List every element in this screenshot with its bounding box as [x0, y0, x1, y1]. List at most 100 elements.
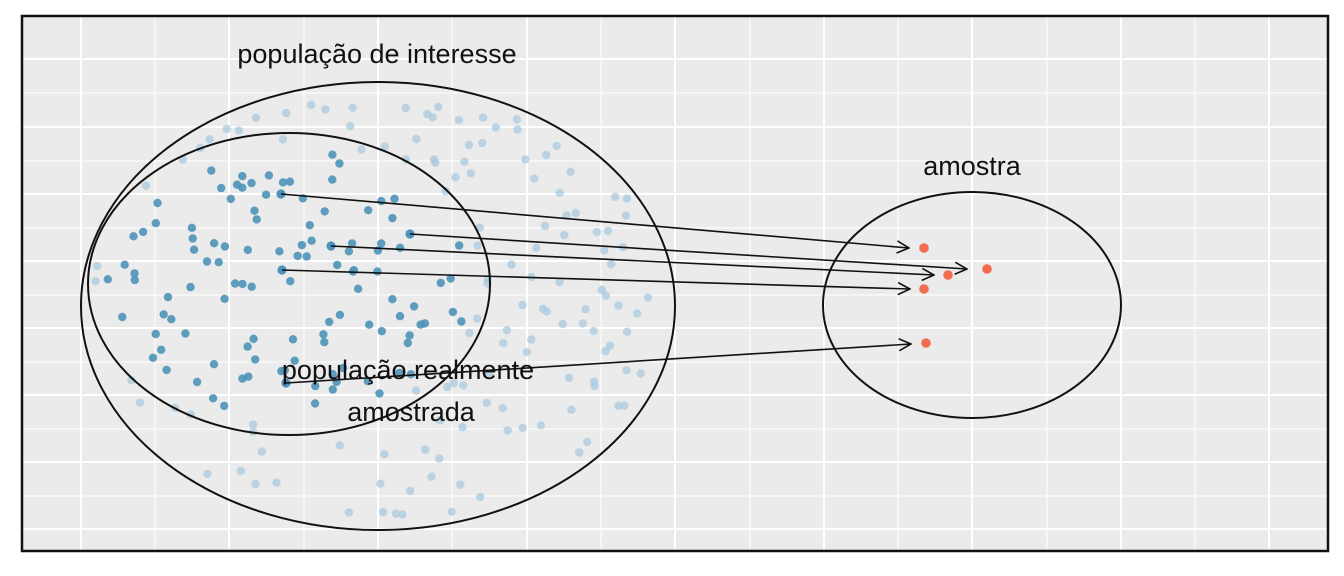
sampled-population-point [377, 196, 386, 206]
unsampled-population-point [589, 326, 598, 336]
unsampled-population-point [454, 115, 464, 125]
sampled-population-point [388, 295, 397, 304]
unsampled-population-point [601, 291, 610, 300]
unsampled-population-point [459, 381, 468, 390]
unsampled-population-point [575, 448, 584, 457]
unsampled-population-point [431, 158, 440, 167]
unsampled-population-point [643, 293, 653, 302]
unsampled-population-point [473, 241, 482, 250]
sampled-population-point [148, 353, 158, 362]
unsampled-population-point [530, 174, 539, 183]
sampled-population-point [118, 312, 127, 322]
unsampled-population-point [527, 335, 536, 344]
sampled-population-point [187, 223, 197, 232]
sampled-population-point [403, 338, 412, 348]
unsampled-population-point [321, 105, 330, 114]
unsampled-population-point [621, 211, 631, 220]
sampled-population-point [192, 377, 202, 387]
unsampled-population-point [456, 480, 465, 489]
sampled-population-point [288, 335, 298, 344]
sampled-population-point [220, 242, 230, 251]
unsampled-population-point [532, 243, 541, 252]
sampled-population-point [159, 310, 168, 319]
sampling-arrow [285, 344, 911, 384]
unsampled-population-point [476, 492, 485, 502]
panel-border [20, 14, 1330, 553]
unsampled-population-point [498, 404, 507, 413]
unsampled-population-point [603, 226, 613, 236]
unsampled-population-point [411, 386, 421, 395]
unsampled-population-point [482, 398, 491, 408]
sampled-population-point [249, 334, 258, 343]
unsampled-population-point [473, 314, 482, 323]
unsampled-population-point [475, 223, 484, 232]
unsampled-population-point [583, 437, 592, 447]
sampled-population-point [344, 247, 354, 256]
unsampled-population-point [485, 370, 494, 379]
sampled-population-point [280, 366, 289, 375]
unsampled-population-point [571, 208, 580, 218]
sampled-population-point [208, 394, 218, 403]
unsampled-population-point [502, 326, 512, 335]
unsampled-population-point [464, 140, 474, 150]
unsampled-population-point [578, 319, 587, 328]
sampled-population-point [153, 198, 162, 208]
sample-ellipse [822, 191, 1122, 419]
unsampled-population-point [491, 123, 501, 132]
sampled-population-point [278, 178, 288, 187]
unsampled-population-point [499, 339, 508, 348]
sampled-population-point [328, 175, 337, 184]
sampled-population-point [247, 282, 256, 291]
sampled-population-point [328, 385, 337, 394]
sampled-population-point [214, 258, 223, 267]
sampled-population-point [138, 227, 148, 237]
unsampled-population-point [282, 108, 291, 118]
unsampled-population-point [91, 277, 100, 286]
unsampled-population-point [614, 401, 623, 410]
sample-point [921, 338, 931, 348]
sampled-population-point [328, 150, 337, 159]
sampled-population-point [217, 183, 226, 193]
sampled-population-point [446, 274, 455, 283]
sampled-population-point [333, 260, 342, 270]
sampled-population-point [238, 171, 247, 181]
sampled-population-point [252, 215, 261, 224]
unsampled-population-point [401, 103, 410, 113]
sampled-population-point [220, 294, 229, 303]
sampled-population-point [290, 356, 299, 365]
unsampled-population-point [540, 221, 550, 231]
sample-point [919, 284, 929, 294]
unsampled-population-point [605, 341, 615, 350]
unsampled-population-point [423, 109, 432, 119]
unsampled-population-point [589, 377, 599, 386]
sampling-arrow [281, 269, 910, 289]
unsampled-population-point [622, 327, 632, 336]
sampled-population-point [232, 180, 242, 189]
sampled-population-point [275, 247, 284, 256]
sampled-population-point [365, 320, 374, 329]
unsampled-population-point [205, 135, 214, 144]
sampled-population-point [409, 302, 419, 311]
unsampled-population-point [512, 115, 522, 124]
unsampled-population-point [542, 307, 551, 316]
unsampled-population-point [522, 347, 531, 357]
unsampled-population-point [346, 121, 355, 131]
sampled-population-point [297, 240, 307, 250]
unsampled-population-point [335, 441, 344, 450]
unsampled-population-point [592, 227, 601, 237]
unsampled-population-point [542, 150, 551, 160]
sampled-population-point [455, 241, 464, 250]
unsampled-population-point [398, 510, 407, 519]
sampled-population-point [319, 330, 328, 339]
unsampled-population-point [412, 134, 421, 144]
unsampled-population-point [127, 376, 136, 385]
unsampled-population-point [222, 124, 231, 134]
unsampled-population-point [443, 382, 452, 392]
unsampled-population-point [344, 508, 354, 517]
unsampled-population-point [466, 169, 476, 178]
sample-point [943, 270, 953, 280]
sampled-population-point [363, 377, 372, 386]
sampled-population-point [377, 327, 386, 336]
unsampled-population-point [558, 319, 567, 329]
sampled-population-point [130, 275, 139, 285]
